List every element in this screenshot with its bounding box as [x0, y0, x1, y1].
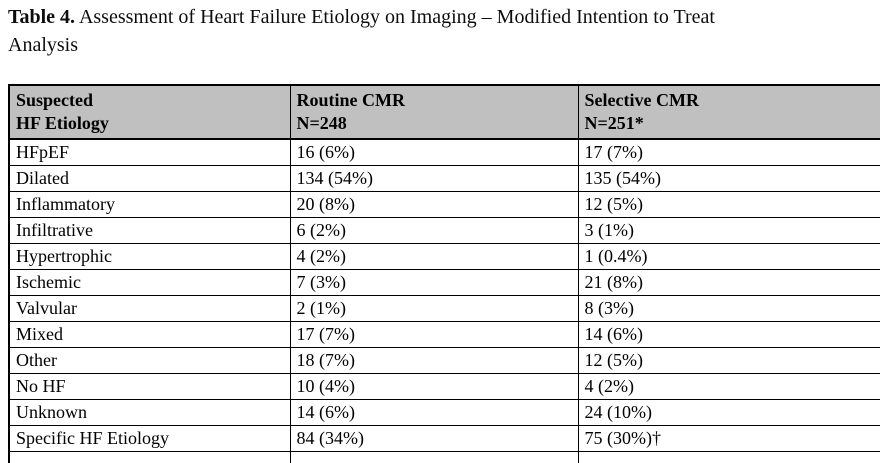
table-row: Dilated 134 (54%) 135 (54%)	[8, 165, 880, 192]
etiology-cell: Dilated	[8, 165, 291, 192]
header-text: Suspected	[16, 90, 94, 110]
routine-cmr-cell: 6 (2%)	[289, 217, 579, 244]
selective-cmr-cell: 17 (7%)	[577, 138, 880, 166]
etiology-cell: Unknown	[8, 399, 291, 426]
routine-cmr-cell: 7 (3%)	[289, 269, 579, 296]
caption-line-2: Analysis	[8, 34, 78, 56]
selective-cmr-cell: 12 (5%)	[577, 347, 880, 374]
etiology-cell: Infiltrative	[8, 217, 291, 244]
table-row: Specific HF Etiology 84 (34%) 75 (30%)†	[8, 425, 880, 452]
table-caption: Table 4. Assessment of Heart Failure Eti…	[8, 3, 878, 59]
routine-cmr-cell: 17 (7%)	[289, 321, 579, 348]
col-header-selective-cmr: Selective CMR N=251*	[577, 84, 880, 140]
etiology-cell: Specific HF Etiology	[8, 425, 291, 452]
header-text: Routine CMR	[296, 90, 406, 110]
selective-cmr-cell: 3 (1%)	[577, 217, 880, 244]
routine-cmr-cell	[289, 451, 579, 463]
hf-etiology-table: Suspected HF Etiology Routine CMR N=248 …	[8, 84, 880, 463]
table-row: Hypertrophic 4 (2%) 1 (0.4%)	[8, 243, 880, 270]
table-row: Infiltrative 6 (2%) 3 (1%)	[8, 217, 880, 244]
header-row: Suspected HF Etiology Routine CMR N=248 …	[8, 84, 880, 140]
caption-line-1: Table 4. Assessment of Heart Failure Eti…	[8, 3, 878, 31]
routine-cmr-cell: 10 (4%)	[289, 373, 579, 400]
selective-cmr-cell: 12 (5%)	[577, 191, 880, 218]
table-row: HFpEF 16 (6%) 17 (7%)	[8, 138, 880, 166]
selective-cmr-cell: 14 (6%)	[577, 321, 880, 348]
table-row: Ischemic 7 (3%) 21 (8%)	[8, 269, 880, 296]
table-container: Suspected HF Etiology Routine CMR N=248 …	[8, 84, 880, 463]
routine-cmr-cell: 20 (8%)	[289, 191, 579, 218]
etiology-cell: HFpEF	[8, 138, 291, 166]
etiology-cell: Mixed	[8, 321, 291, 348]
selective-cmr-cell: 135 (54%)	[577, 165, 880, 192]
selective-cmr-cell: 8 (3%)	[577, 295, 880, 322]
routine-cmr-cell: 16 (6%)	[289, 138, 579, 166]
routine-cmr-cell: 18 (7%)	[289, 347, 579, 374]
col-header-suspected-hf-etiology: Suspected HF Etiology	[8, 84, 291, 140]
header-text: Selective CMR	[584, 90, 699, 110]
etiology-cell: Other	[8, 347, 291, 374]
table-row: Unknown 14 (6%) 24 (10%)	[8, 399, 880, 426]
col-header-routine-cmr: Routine CMR N=248	[289, 84, 579, 140]
table-row: Mixed 17 (7%) 14 (6%)	[8, 321, 880, 348]
header-text: N=251*	[584, 113, 644, 133]
selective-cmr-cell	[577, 451, 880, 463]
etiology-cell: No HF	[8, 373, 291, 400]
caption-table-number: Table 4.	[8, 6, 76, 28]
header-text: N=248	[296, 113, 347, 133]
routine-cmr-cell: 4 (2%)	[289, 243, 579, 270]
table-row: Valvular 2 (1%) 8 (3%)	[8, 295, 880, 322]
routine-cmr-cell: 84 (34%)	[289, 425, 579, 452]
etiology-cell: Hypertrophic	[8, 243, 291, 270]
table-row: Inflammatory 20 (8%) 12 (5%)	[8, 191, 880, 218]
selective-cmr-cell: 4 (2%)	[577, 373, 880, 400]
routine-cmr-cell: 2 (1%)	[289, 295, 579, 322]
table-row: Other 18 (7%) 12 (5%)	[8, 347, 880, 374]
routine-cmr-cell: 134 (54%)	[289, 165, 579, 192]
routine-cmr-cell: 14 (6%)	[289, 399, 579, 426]
etiology-cell	[8, 451, 291, 463]
header-text: HF Etiology	[16, 113, 109, 133]
caption-title-text: Assessment of Heart Failure Etiology on …	[75, 6, 715, 28]
etiology-cell: Inflammatory	[8, 191, 291, 218]
selective-cmr-cell: 24 (10%)	[577, 399, 880, 426]
selective-cmr-cell: 1 (0.4%)	[577, 243, 880, 270]
etiology-cell: Ischemic	[8, 269, 291, 296]
selective-cmr-cell: 21 (8%)	[577, 269, 880, 296]
table-row-cutoff	[8, 451, 880, 463]
table-row: No HF 10 (4%) 4 (2%)	[8, 373, 880, 400]
selective-cmr-cell: 75 (30%)†	[577, 425, 880, 452]
etiology-cell: Valvular	[8, 295, 291, 322]
